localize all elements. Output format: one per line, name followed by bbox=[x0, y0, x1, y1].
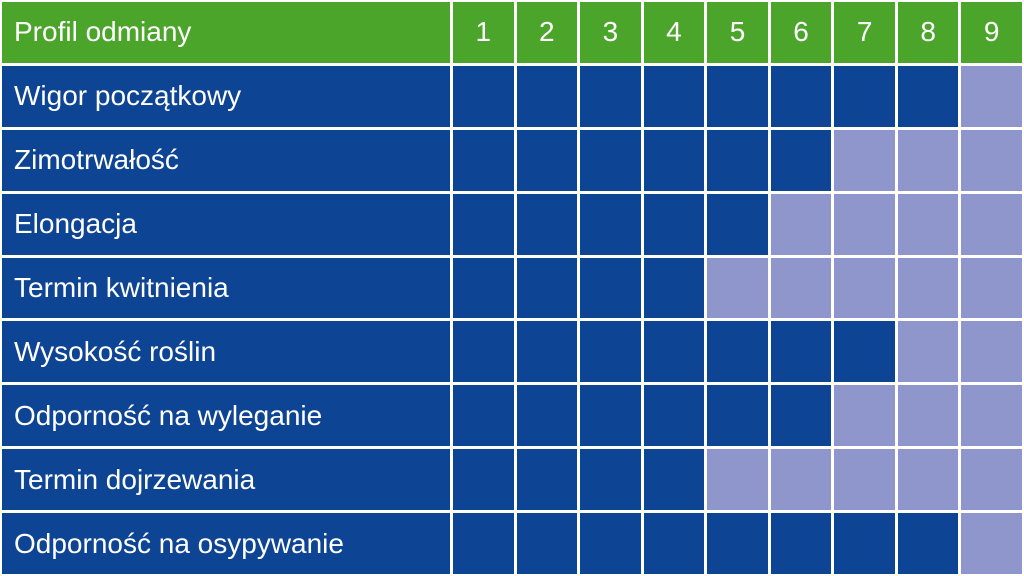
rating-cell-row7-col4 bbox=[643, 449, 705, 511]
rating-cell-row8-col3 bbox=[580, 513, 641, 574]
rating-cell-row4-col1 bbox=[453, 257, 514, 319]
rating-cell-row4-col6 bbox=[770, 257, 832, 319]
rating-cell-row4-col9 bbox=[961, 257, 1022, 319]
rating-cell-row8-col6 bbox=[770, 513, 832, 574]
rating-cell-row1-col9 bbox=[961, 65, 1022, 127]
header-scale-6: 6 bbox=[770, 2, 832, 63]
row-label-3: Elongacja bbox=[2, 193, 450, 255]
rating-cell-row6-col4 bbox=[643, 385, 705, 447]
rating-cell-row5-col5 bbox=[707, 321, 768, 383]
rating-cell-row5-col7 bbox=[834, 321, 895, 383]
rating-cell-row8-col7 bbox=[834, 513, 895, 574]
rating-cell-row6-col8 bbox=[897, 385, 959, 447]
rating-cell-row3-col1 bbox=[453, 193, 514, 255]
rating-cell-row1-col2 bbox=[516, 65, 578, 127]
rating-cell-row3-col2 bbox=[516, 193, 578, 255]
rating-cell-row1-col6 bbox=[770, 65, 832, 127]
rating-cell-row6-col5 bbox=[707, 385, 768, 447]
rating-cell-row4-col3 bbox=[580, 257, 641, 319]
rating-cell-row2-col6 bbox=[770, 129, 832, 191]
rating-cell-row5-col8 bbox=[897, 321, 959, 383]
rating-cell-row4-col2 bbox=[516, 257, 578, 319]
rating-cell-row2-col1 bbox=[453, 129, 514, 191]
rating-cell-row6-col2 bbox=[516, 385, 578, 447]
rating-cell-row7-col6 bbox=[770, 449, 832, 511]
rating-cell-row5-col2 bbox=[516, 321, 578, 383]
rating-cell-row2-col7 bbox=[834, 129, 895, 191]
rating-cell-row2-col5 bbox=[707, 129, 768, 191]
row-label-5: Wysokość roślin bbox=[2, 321, 450, 383]
header-scale-4: 4 bbox=[643, 2, 705, 63]
row-label-1: Wigor początkowy bbox=[2, 65, 450, 127]
rating-cell-row8-col9 bbox=[961, 513, 1022, 574]
rating-cell-row2-col3 bbox=[580, 129, 641, 191]
rating-cell-row7-col1 bbox=[453, 449, 514, 511]
row-label-2: Zimotrwałość bbox=[2, 129, 450, 191]
rating-cell-row3-col4 bbox=[643, 193, 705, 255]
rating-cell-row3-col6 bbox=[770, 193, 832, 255]
rating-cell-row6-col7 bbox=[834, 385, 895, 447]
rating-cell-row2-col8 bbox=[897, 129, 959, 191]
rating-cell-row1-col7 bbox=[834, 65, 895, 127]
rating-cell-row1-col3 bbox=[580, 65, 641, 127]
rating-cell-row5-col6 bbox=[770, 321, 832, 383]
rating-cell-row8-col4 bbox=[643, 513, 705, 574]
rating-cell-row8-col8 bbox=[897, 513, 959, 574]
rating-cell-row3-col7 bbox=[834, 193, 895, 255]
header-profile-label: Profil odmiany bbox=[2, 2, 450, 63]
header-scale-7: 7 bbox=[834, 2, 895, 63]
rating-cell-row6-col9 bbox=[961, 385, 1022, 447]
row-label-6: Odporność na wyleganie bbox=[2, 385, 450, 447]
rating-cell-row5-col9 bbox=[961, 321, 1022, 383]
rating-cell-row4-col7 bbox=[834, 257, 895, 319]
row-label-8: Odporność na osypywanie bbox=[2, 513, 450, 574]
rating-cell-row3-col3 bbox=[580, 193, 641, 255]
rating-cell-row2-col9 bbox=[961, 129, 1022, 191]
rating-cell-row7-col8 bbox=[897, 449, 959, 511]
header-scale-2: 2 bbox=[516, 2, 578, 63]
header-scale-8: 8 bbox=[897, 2, 959, 63]
rating-cell-row3-col9 bbox=[961, 193, 1022, 255]
rating-cell-row5-col1 bbox=[453, 321, 514, 383]
rating-cell-row5-col3 bbox=[580, 321, 641, 383]
rating-cell-row1-col8 bbox=[897, 65, 959, 127]
rating-cell-row1-col4 bbox=[643, 65, 705, 127]
rating-cell-row2-col2 bbox=[516, 129, 578, 191]
rating-cell-row7-col3 bbox=[580, 449, 641, 511]
header-scale-5: 5 bbox=[707, 2, 768, 63]
header-scale-1: 1 bbox=[453, 2, 514, 63]
header-scale-3: 3 bbox=[580, 2, 641, 63]
rating-cell-row6-col6 bbox=[770, 385, 832, 447]
rating-cell-row7-col7 bbox=[834, 449, 895, 511]
rating-cell-row7-col2 bbox=[516, 449, 578, 511]
rating-cell-row4-col4 bbox=[643, 257, 705, 319]
rating-cell-row4-col5 bbox=[707, 257, 768, 319]
rating-cell-row4-col8 bbox=[897, 257, 959, 319]
rating-cell-row8-col1 bbox=[453, 513, 514, 574]
row-label-7: Termin dojrzewania bbox=[2, 449, 450, 511]
rating-cell-row3-col8 bbox=[897, 193, 959, 255]
rating-cell-row6-col3 bbox=[580, 385, 641, 447]
row-label-4: Termin kwitnienia bbox=[2, 257, 450, 319]
rating-cell-row6-col1 bbox=[453, 385, 514, 447]
rating-cell-row8-col5 bbox=[707, 513, 768, 574]
rating-cell-row5-col4 bbox=[643, 321, 705, 383]
rating-cell-row1-col1 bbox=[453, 65, 514, 127]
rating-cell-row7-col9 bbox=[961, 449, 1022, 511]
rating-cell-row1-col5 bbox=[707, 65, 768, 127]
rating-cell-row7-col5 bbox=[707, 449, 768, 511]
rating-cell-row2-col4 bbox=[643, 129, 705, 191]
header-scale-9: 9 bbox=[961, 2, 1022, 63]
rating-cell-row8-col2 bbox=[516, 513, 578, 574]
rating-cell-row3-col5 bbox=[707, 193, 768, 255]
